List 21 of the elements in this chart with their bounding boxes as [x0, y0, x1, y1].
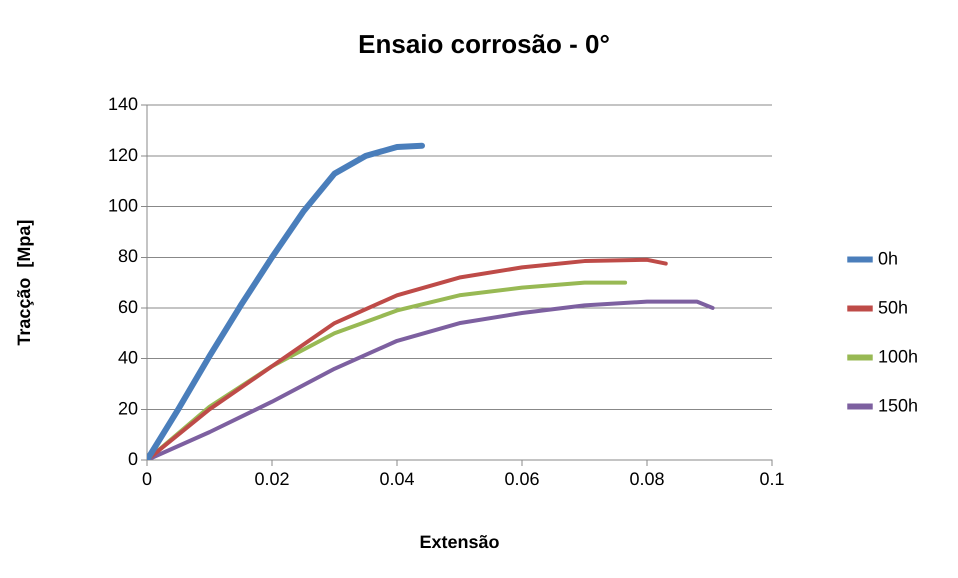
- y-tick-label: 40: [118, 348, 138, 368]
- legend-label: 0h: [878, 248, 898, 268]
- legend-label: 50h: [878, 297, 908, 318]
- y-tick-label: 140: [108, 94, 138, 114]
- legend-label: 100h: [878, 346, 918, 366]
- x-tick-label: 0.02: [254, 468, 290, 489]
- y-tick-label: 60: [118, 296, 138, 317]
- legend-label: 150h: [878, 395, 918, 416]
- x-axis-title: Extensão: [419, 532, 500, 552]
- y-tick-label: 80: [118, 246, 138, 266]
- x-tick-label: 0.06: [504, 468, 540, 489]
- chart-title: Ensaio corrosão - 0°: [358, 28, 610, 59]
- x-tick-label: 0: [142, 468, 152, 489]
- y-tick-label: 0: [128, 448, 138, 469]
- y-tick-label: 20: [118, 398, 138, 418]
- y-tick-label: 120: [108, 144, 138, 165]
- y-tick-label: 100: [108, 196, 138, 216]
- x-tick-label: 0.1: [759, 468, 785, 489]
- y-axis-title: Tracção [Mpa]: [14, 220, 34, 346]
- x-tick-label: 0.04: [379, 468, 415, 489]
- x-tick-label: 0.08: [629, 468, 665, 489]
